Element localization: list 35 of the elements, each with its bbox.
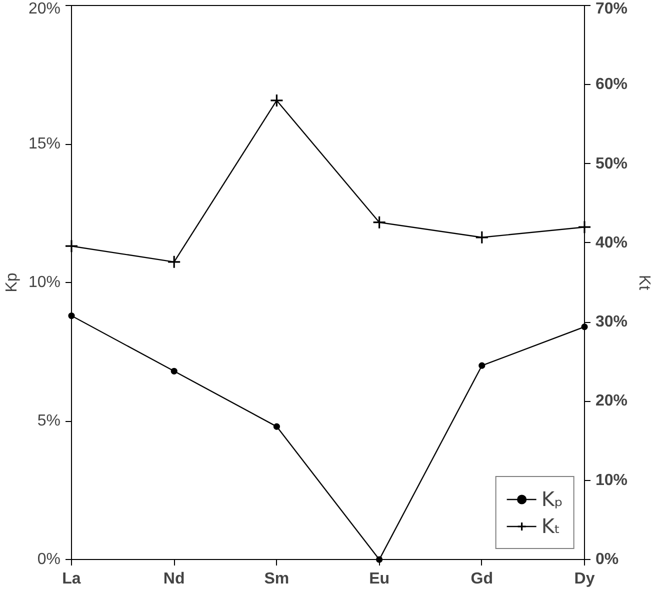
point — [478, 362, 486, 369]
point — [167, 255, 181, 269]
y2-tick-label: 0% — [596, 551, 619, 568]
y2-tick-label: 60% — [596, 76, 628, 94]
point — [475, 230, 489, 244]
x-tick-label: Eu — [369, 570, 390, 588]
x-tick-label: Gd — [470, 570, 494, 588]
y2-tick-label: 30% — [596, 314, 628, 331]
y-tick-label: 20% — [28, 0, 61, 18]
y-tick-label: 5% — [37, 412, 60, 430]
x-tick-label: Dy — [574, 570, 595, 588]
point — [270, 94, 284, 108]
point — [376, 556, 383, 563]
point — [372, 216, 386, 230]
point — [64, 239, 78, 253]
point — [68, 312, 75, 320]
y-tick-label: 15% — [28, 136, 61, 152]
y2-tick-label: 10% — [596, 472, 628, 489]
x-tick-label: Sm — [264, 570, 290, 588]
y-tick-label: 0% — [37, 551, 60, 568]
y2-tick-label: 20% — [596, 392, 628, 410]
y2-tick-label: 70% — [596, 0, 628, 18]
point — [578, 220, 592, 234]
y2-tick-label: 40% — [596, 234, 628, 252]
y2-tick-label: 50% — [596, 155, 628, 172]
point — [273, 423, 280, 430]
y2-axis-title: Kt — [636, 274, 653, 291]
point — [581, 324, 588, 330]
x-tick-label: Nd — [163, 570, 185, 588]
legend-label: Kₜ — [541, 514, 562, 538]
point — [170, 368, 178, 374]
x-tick-label: La — [62, 570, 81, 588]
legend-label: Kₚ — [541, 487, 563, 511]
y-tick-label: 10% — [28, 274, 61, 291]
y-axis-title: Kp — [3, 272, 20, 292]
